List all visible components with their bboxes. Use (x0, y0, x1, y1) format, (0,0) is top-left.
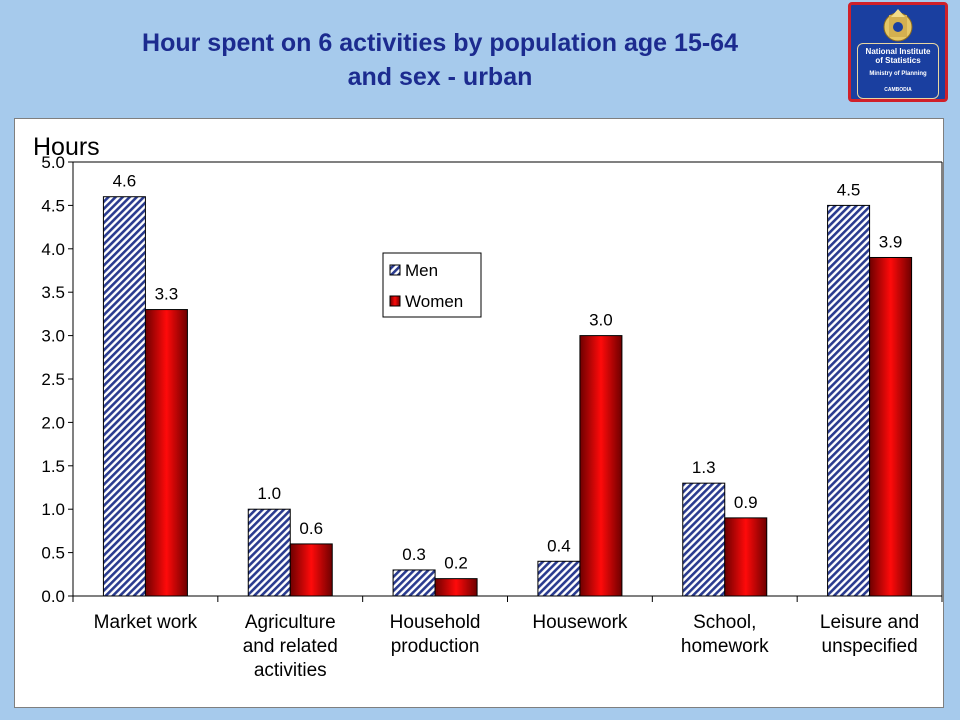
women-data-label: 3.3 (155, 285, 179, 304)
x-tick-label: Agriculture (245, 612, 336, 633)
logo-line-2: of Statistics (875, 56, 921, 65)
bar-chart: Hours 0.0 0.5 1.0 1.5 2.0 2.5 3.0 3.5 4.0 4.5 5.0 M… (33, 133, 943, 681)
men-legend-swatch (389, 264, 401, 276)
y-tick-label: 1.5 (41, 457, 65, 476)
slide-title-line-2: and sex - urban (347, 63, 533, 91)
y-tick-label: 3.5 (41, 283, 65, 302)
logo-line-4: CAMBODIA (884, 87, 912, 93)
logo-frame (857, 43, 939, 99)
men-data-label: 0.4 (547, 536, 571, 555)
women-bar (869, 256, 913, 597)
chart-panel: Hours 0.0 0.5 1.0 1.5 2.0 2.5 3.0 3.5 4.0 4.5 5.0 M… (14, 118, 944, 708)
men-legend-label: Men (405, 261, 438, 280)
x-tick-label: School, (693, 612, 756, 633)
slide-title-line-1: Hour spent on 6 activities by population… (142, 29, 738, 57)
legend: Men Women (382, 252, 482, 318)
men-bar (682, 482, 726, 597)
y-tick-label: 3.0 (41, 327, 65, 346)
x-tick-label: Household (390, 612, 481, 633)
men-bar (392, 569, 436, 597)
x-tick-label: unspecified (822, 636, 918, 657)
y-tick-label: 1.0 (41, 500, 65, 519)
men-data-label: 4.5 (837, 180, 861, 199)
men-data-label: 0.3 (402, 545, 426, 564)
x-tick-label: activities (254, 660, 327, 681)
slide-title: Hour spent on 6 activities by population… (20, 26, 860, 94)
women-data-label: 0.9 (734, 493, 758, 512)
men-data-label: 4.6 (113, 172, 137, 191)
y-tick-label: 0.5 (41, 544, 65, 563)
women-data-label: 3.9 (879, 232, 903, 251)
y-tick-label: 4.0 (41, 240, 65, 259)
women-bar (434, 578, 478, 597)
institute-logo: National Institute of Statistics Ministr… (848, 2, 948, 102)
y-tick-label: 0.0 (41, 587, 65, 606)
logo-line-1: National Institute (865, 47, 931, 56)
men-bar (537, 560, 581, 597)
women-data-label: 3.0 (589, 311, 613, 330)
logo-line-3: Ministry of Planning (869, 71, 927, 77)
women-data-label: 0.6 (299, 519, 323, 538)
women-data-label: 0.2 (444, 554, 468, 573)
men-bar (247, 508, 291, 597)
x-tick-label: Housework (532, 612, 628, 633)
men-bar (827, 204, 871, 597)
x-tick-label: homework (681, 636, 769, 657)
x-tick-label: Leisure and (820, 612, 919, 633)
y-tick-label: 2.0 (41, 413, 65, 432)
men-data-label: 1.0 (257, 484, 281, 503)
y-axis-title: Hours (33, 133, 100, 161)
women-bar (724, 517, 768, 597)
women-legend-swatch (389, 295, 401, 307)
men-bar (102, 196, 146, 597)
x-tick-label: production (391, 636, 480, 657)
y-tick-label: 4.5 (41, 196, 65, 215)
emblem-icon (883, 9, 913, 42)
x-tick-label: Market work (94, 612, 198, 633)
women-bar (579, 335, 623, 597)
y-tick-label: 5.0 (41, 153, 65, 172)
women-bar (144, 309, 188, 597)
women-bar (289, 543, 333, 597)
women-legend-label: Women (405, 292, 463, 311)
men-data-label: 1.3 (692, 458, 716, 477)
y-tick-label: 2.5 (41, 370, 65, 389)
x-tick-label: and related (243, 636, 338, 657)
